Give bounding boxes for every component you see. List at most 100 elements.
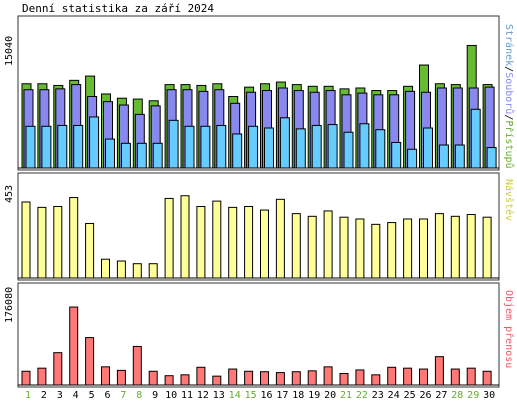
- legend-hits-files-pages-part-0: Stránek: [503, 24, 515, 66]
- legend-visits-part-0: Návštěv: [503, 179, 515, 221]
- bar-volume-day-28: [450, 368, 460, 386]
- bar-volume-day-6: [101, 366, 110, 386]
- bar-pages-day-6: [105, 138, 115, 169]
- xtick-label-day-17: 17: [276, 390, 288, 401]
- bar-visits-day-1: [21, 201, 31, 279]
- bar-volume-day-9: [148, 370, 158, 386]
- bar-volume-day-1: [21, 370, 31, 386]
- bar-volume-day-19: [307, 370, 317, 386]
- bar-pages-day-7: [120, 142, 131, 169]
- bar-pages-day-25: [407, 148, 418, 169]
- bar-volume-day-16: [260, 371, 269, 386]
- bar-volume-day-25: [403, 367, 413, 386]
- ytick-label-2: 453: [4, 185, 15, 203]
- bar-visits-day-19: [307, 215, 317, 279]
- bar-visits-day-12: [196, 205, 206, 279]
- bar-visits-day-2: [37, 206, 47, 279]
- bar-pages-day-11: [184, 125, 195, 169]
- xtick-label-day-2: 2: [41, 390, 47, 401]
- bar-pages-day-9: [152, 142, 163, 169]
- bar-volume-day-23: [371, 374, 381, 386]
- bar-visits-day-7: [116, 260, 126, 279]
- legend-hits-files-pages-part-1: /: [503, 66, 514, 72]
- bar-pages-day-5: [89, 116, 100, 169]
- bar-pages-day-29: [470, 108, 481, 169]
- bar-pages-day-1: [25, 125, 36, 169]
- bar-pages-day-26: [423, 127, 433, 169]
- chart-title: Denní statistika za září 2024: [22, 2, 215, 15]
- bar-visits-day-20: [323, 210, 333, 279]
- bar-pages-day-24: [391, 141, 402, 169]
- bar-volume-day-27: [434, 356, 444, 386]
- legend-hits-files-pages: Stránek/Souborů/Přístupů: [503, 24, 515, 169]
- bar-pages-day-4: [73, 124, 84, 169]
- xtick-label-day-1: 1: [25, 390, 31, 401]
- bar-pages-day-18: [295, 128, 306, 169]
- bar-visits-day-17: [275, 198, 285, 279]
- bar-volume-day-2: [37, 367, 47, 386]
- bar-visits-day-24: [387, 222, 397, 279]
- bar-pages-day-15: [248, 125, 259, 169]
- bar-visits-day-25: [403, 218, 413, 279]
- xtick-label-day-21: 21: [340, 390, 352, 401]
- bar-volume-day-29: [466, 367, 476, 386]
- bar-volume-day-11: [180, 374, 190, 386]
- legend-hits-files-pages-part-2: Souborů: [503, 72, 515, 114]
- bar-pages-day-16: [264, 127, 274, 169]
- xtick-label-day-19: 19: [308, 390, 320, 401]
- bar-volume-day-30: [482, 370, 492, 386]
- bar-volume-day-4: [69, 306, 79, 386]
- ytick-label-1: 15040: [4, 36, 15, 66]
- xtick-label-day-13: 13: [213, 390, 225, 401]
- legend-volume-part-0: Objem přenosu: [503, 290, 515, 368]
- bar-visits-day-15: [244, 205, 254, 279]
- xtick-label-day-3: 3: [57, 390, 63, 401]
- ytick-label-3: 176080: [4, 287, 15, 323]
- bar-pages-day-28: [454, 144, 465, 169]
- bar-visits-day-5: [85, 222, 95, 279]
- xtick-label-day-23: 23: [372, 390, 384, 401]
- xtick-label-day-29: 29: [467, 390, 479, 401]
- bar-volume-day-8: [132, 345, 142, 386]
- xtick-label-day-4: 4: [73, 390, 79, 401]
- bar-visits-day-14: [228, 206, 238, 279]
- bar-volume-day-3: [53, 352, 63, 386]
- bar-visits-day-30: [482, 216, 492, 279]
- xtick-label-day-27: 27: [435, 390, 447, 401]
- bar-pages-day-10: [168, 119, 179, 169]
- xtick-label-day-28: 28: [451, 390, 463, 401]
- bar-visits-day-10: [164, 197, 174, 279]
- xtick-label-day-8: 8: [136, 390, 142, 401]
- bar-visits-day-18: [291, 213, 301, 279]
- bar-volume-day-12: [196, 366, 206, 386]
- bar-visits-day-22: [355, 218, 365, 279]
- bar-pages-day-27: [438, 144, 449, 169]
- xtick-label-day-22: 22: [356, 390, 368, 401]
- bar-volume-day-21: [339, 372, 349, 386]
- bar-volume-day-13: [212, 375, 222, 386]
- bar-volume-day-10: [164, 375, 174, 386]
- xtick-label-day-7: 7: [120, 390, 126, 401]
- bar-visits-day-29: [466, 214, 476, 279]
- bar-pages-day-20: [327, 124, 338, 169]
- bar-volume-day-14: [228, 368, 238, 386]
- bar-pages-day-3: [57, 124, 68, 169]
- bar-pages-day-22: [359, 123, 370, 169]
- bar-visits-day-11: [180, 195, 190, 279]
- xtick-label-day-10: 10: [165, 390, 177, 401]
- bar-volume-day-7: [116, 369, 126, 386]
- bar-volume-day-5: [85, 337, 95, 386]
- bar-pages-day-14: [232, 133, 243, 169]
- bar-visits-day-4: [69, 197, 79, 279]
- xtick-label-day-26: 26: [419, 390, 431, 401]
- xtick-label-day-9: 9: [152, 390, 158, 401]
- bar-pages-day-13: [216, 124, 227, 169]
- bar-visits-day-28: [450, 215, 460, 279]
- xtick-label-day-6: 6: [104, 390, 110, 401]
- xtick-label-day-14: 14: [229, 390, 241, 401]
- xtick-label-day-18: 18: [292, 390, 304, 401]
- bar-pages-day-12: [200, 125, 211, 169]
- xtick-label-day-30: 30: [483, 390, 495, 401]
- bar-visits-day-26: [419, 218, 428, 279]
